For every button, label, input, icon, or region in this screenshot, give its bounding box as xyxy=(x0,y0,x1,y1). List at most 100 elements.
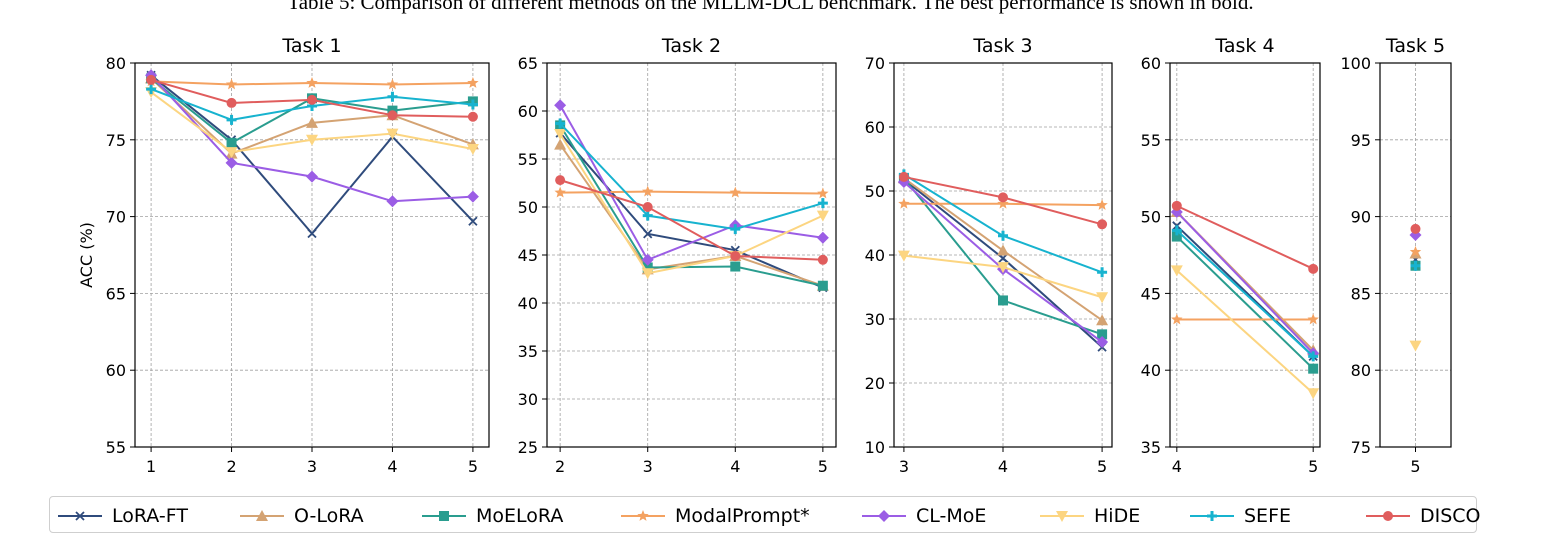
legend-swatch xyxy=(862,509,906,522)
data-point-hide xyxy=(997,262,1009,274)
data-point-modalprompt xyxy=(554,186,566,198)
data-point-disco xyxy=(998,192,1008,203)
data-point-lora-ft xyxy=(307,228,317,239)
data-point-moelora xyxy=(998,295,1008,306)
data-point-hide xyxy=(1409,340,1422,352)
x-tick-label: 5 xyxy=(1308,457,1318,476)
legend-swatch xyxy=(1366,510,1410,521)
x-tick-label: 5 xyxy=(1410,457,1420,476)
data-point-o-lora xyxy=(1096,314,1109,326)
y-tick-label: 90 xyxy=(1351,208,1371,227)
data-point-hide xyxy=(306,134,318,146)
y-tick-label: 50 xyxy=(865,182,885,201)
data-point-hide xyxy=(554,129,567,141)
y-tick-label: 45 xyxy=(518,246,538,265)
data-point-disco xyxy=(226,97,237,108)
y-tick-label: 95 xyxy=(1351,131,1371,150)
data-point-disco xyxy=(555,175,566,186)
y-tick-label: 75 xyxy=(106,131,126,150)
legend-label: O-LoRA xyxy=(294,504,364,527)
data-point-moelora xyxy=(817,280,828,291)
series-line-disco xyxy=(559,179,823,261)
data-point-hide xyxy=(386,128,399,140)
y-tick-label: 30 xyxy=(518,390,538,409)
series-hide xyxy=(897,250,1109,304)
data-point-modalprompt xyxy=(1171,313,1183,325)
data-point-cl-moe xyxy=(554,99,567,112)
y-tick-label: 25 xyxy=(518,438,538,457)
legend-marker-hide xyxy=(1056,510,1068,522)
y-tick-label: 80 xyxy=(106,54,126,73)
data-point-hide xyxy=(641,268,654,280)
data-point-moelora xyxy=(1171,231,1182,242)
legend: LoRA-FT O-LoRA MoELoRA ModalPrompt* CL-MoE Hi… xyxy=(49,496,1481,534)
data-point-cl-moe xyxy=(306,170,318,183)
subplot-task-1: 55 60 65 70 75 80 1 2 3 4 5 Task 1 ACC (%) xyxy=(77,35,490,476)
y-tick-label: 60 xyxy=(106,361,126,380)
data-point-hide xyxy=(1170,265,1183,277)
series-moelora xyxy=(1171,231,1319,374)
legend-label: HiDE xyxy=(1094,504,1141,527)
data-point-disco xyxy=(467,111,478,122)
y-tick-label: 60 xyxy=(865,118,885,137)
series-modalprompt xyxy=(898,197,1108,210)
y-tick-label: 45 xyxy=(1141,284,1161,303)
legend-item-modalprompt: ModalPrompt* xyxy=(621,497,810,534)
x-tick-label: 4 xyxy=(998,457,1008,476)
x-tick-label: 5 xyxy=(818,457,828,476)
legend-swatch xyxy=(621,509,665,521)
data-point-moelora xyxy=(226,137,237,148)
y-tick-label: 60 xyxy=(518,102,538,121)
legend-item-o-lora: O-LoRA xyxy=(240,497,364,534)
data-point-sefe xyxy=(730,224,741,235)
legend-marker-moelora xyxy=(439,510,449,521)
y-tick-label: 60 xyxy=(1141,54,1161,73)
data-point-disco xyxy=(146,74,157,85)
data-point-hide xyxy=(225,147,238,159)
data-point-modalprompt xyxy=(997,197,1009,209)
legend-label: MoELoRA xyxy=(476,504,564,527)
y-tick-label: 35 xyxy=(1141,438,1161,457)
data-point-sefe xyxy=(1410,260,1421,271)
data-point-modalprompt xyxy=(817,187,829,199)
legend-marker-cl-moe xyxy=(878,509,890,522)
legend-label: ModalPrompt* xyxy=(675,504,810,527)
data-point-sefe xyxy=(998,230,1008,241)
data-point-cl-moe xyxy=(816,231,829,244)
data-point-disco xyxy=(1171,200,1182,211)
data-point-cl-moe xyxy=(386,195,399,208)
y-tick-label: 50 xyxy=(518,198,538,217)
legend-item-disco: DISCO xyxy=(1366,497,1481,534)
series-line-sefe xyxy=(559,122,824,231)
legend-label: SEFE xyxy=(1244,504,1291,527)
figure-caption: Table 5: Comparison of different methods… xyxy=(287,0,1254,14)
data-point-moelora xyxy=(730,261,741,272)
data-point-o-lora xyxy=(997,244,1009,256)
y-tick-label: 35 xyxy=(518,342,538,361)
series-line-hide xyxy=(1176,269,1314,394)
y-tick-label: 55 xyxy=(106,438,126,457)
x-tick-label: 2 xyxy=(555,457,565,476)
legend-label: CL-MoE xyxy=(916,504,987,527)
y-tick-label: 55 xyxy=(518,150,538,169)
data-point-disco xyxy=(1097,219,1108,230)
y-tick-label: 40 xyxy=(518,294,538,313)
y-tick-label: 10 xyxy=(865,438,885,457)
legend-marker-sefe xyxy=(1207,510,1217,521)
series-line-moelora xyxy=(1176,235,1314,370)
x-tick-label: 2 xyxy=(226,457,236,476)
x-tick-label: 4 xyxy=(1172,457,1182,476)
data-point-lora-ft xyxy=(998,253,1008,263)
series-cl-moe xyxy=(554,99,829,266)
data-point-modalprompt xyxy=(729,186,741,198)
data-point-modalprompt xyxy=(642,185,654,197)
series-modalprompt xyxy=(1171,313,1319,325)
data-point-o-lora xyxy=(554,138,567,150)
subplot-title: Task 2 xyxy=(661,35,721,57)
y-tick-label: 70 xyxy=(106,208,126,227)
y-tick-label: 70 xyxy=(865,54,885,73)
legend-item-cl-moe: CL-MoE xyxy=(862,497,986,534)
data-point-lora-ft xyxy=(643,229,653,239)
data-point-sefe xyxy=(1097,267,1108,278)
